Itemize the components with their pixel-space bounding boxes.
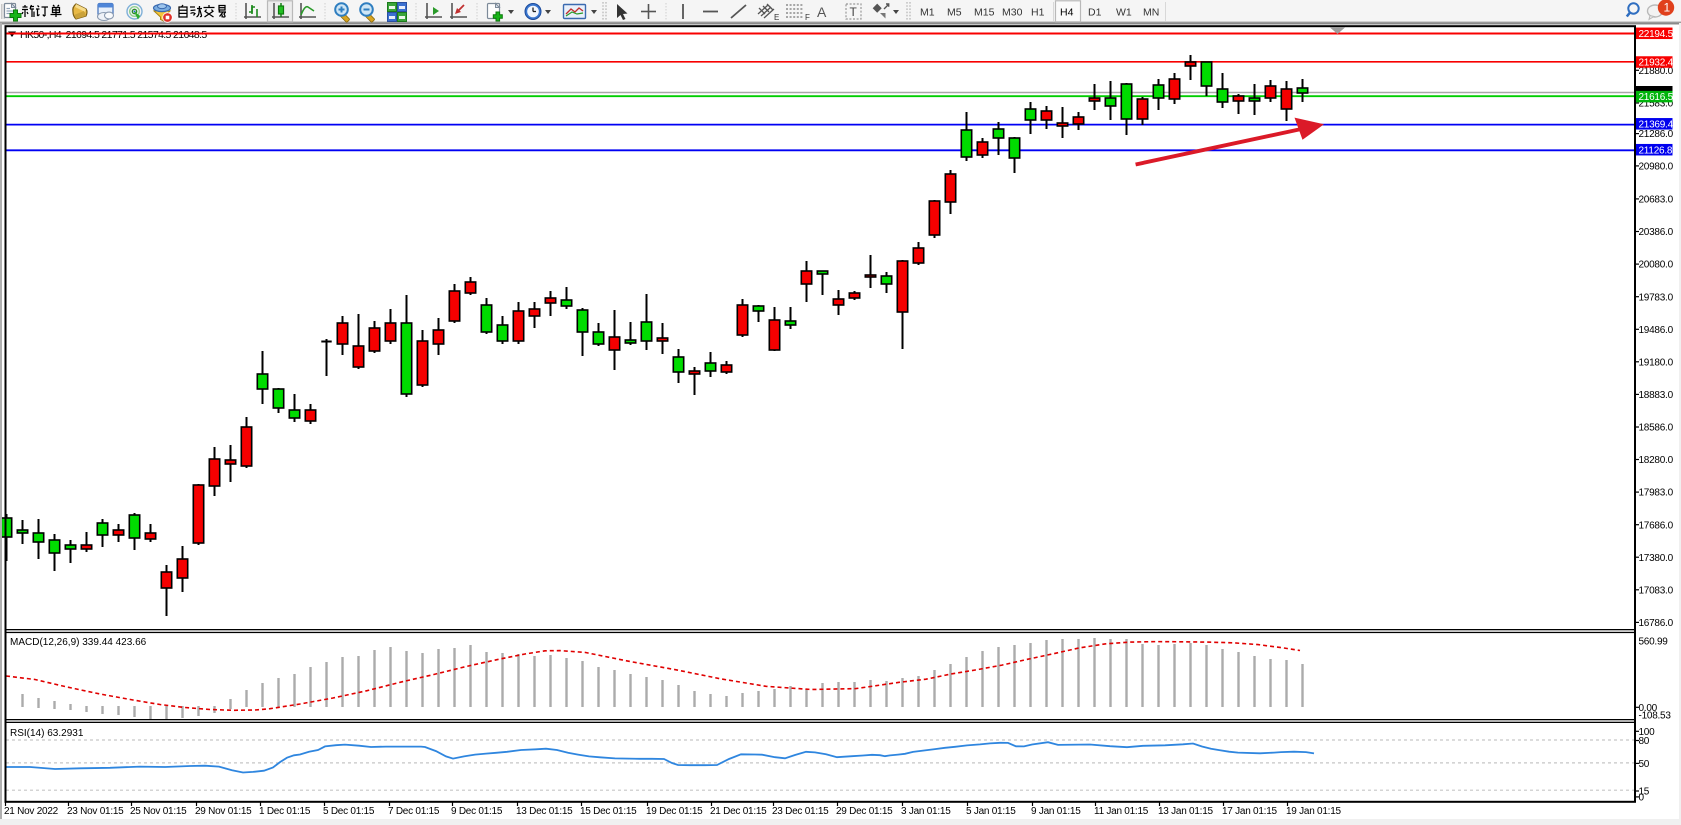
svg-text:25 Nov 01:15: 25 Nov 01:15 [130,806,187,817]
svg-text:M5: M5 [947,7,962,19]
svg-text:21 Dec 01:15: 21 Dec 01:15 [710,806,767,817]
svg-text:18280.0: 18280.0 [1639,455,1674,466]
svg-text:17083.0: 17083.0 [1639,585,1674,596]
svg-text:9 Dec 01:15: 9 Dec 01:15 [451,806,503,817]
svg-text:19180.0: 19180.0 [1639,357,1674,368]
svg-text:23 Dec 01:15: 23 Dec 01:15 [772,806,829,817]
svg-text:7 Dec 01:15: 7 Dec 01:15 [388,806,440,817]
svg-text:1: 1 [1664,1,1671,15]
svg-text:15 Dec 01:15: 15 Dec 01:15 [580,806,637,817]
svg-text:0: 0 [1639,793,1645,804]
svg-text:-108.53: -108.53 [1639,710,1672,721]
svg-text:18586.0: 18586.0 [1639,423,1674,434]
svg-text:H1: H1 [1031,7,1045,19]
svg-text:A: A [817,4,827,20]
svg-text:13 Jan 01:15: 13 Jan 01:15 [1158,806,1214,817]
svg-text:11 Jan 01:15: 11 Jan 01:15 [1094,806,1149,817]
svg-text:HK50-,H4 21694.5 21771.5 2157: HK50-,H4 21694.5 21771.5 21574.5 21648.5 [20,29,207,41]
svg-text:5 Jan 01:15: 5 Jan 01:15 [966,806,1016,817]
svg-text:0.00: 0.00 [1639,703,1658,714]
svg-text:17686.0: 17686.0 [1639,520,1674,531]
svg-text:13 Dec 01:15: 13 Dec 01:15 [516,806,573,817]
svg-text:M1: M1 [920,7,935,19]
svg-text:20980.0: 20980.0 [1639,162,1674,173]
svg-text:29 Dec 01:15: 29 Dec 01:15 [836,806,893,817]
svg-text:17983.0: 17983.0 [1639,488,1674,499]
svg-text:MN: MN [1143,7,1159,19]
svg-text:H4: H4 [1060,7,1074,19]
svg-text:19 Jan 01:15: 19 Jan 01:15 [1286,806,1342,817]
svg-text:15: 15 [1639,787,1650,798]
svg-text:23 Nov 01:15: 23 Nov 01:15 [67,806,124,817]
svg-text:RSI(14) 63.2931: RSI(14) 63.2931 [10,728,84,739]
svg-text:E: E [774,13,779,22]
svg-text:21583.0: 21583.0 [1639,99,1674,110]
svg-text:D1: D1 [1088,7,1102,19]
svg-text:17 Jan 01:15: 17 Jan 01:15 [1222,806,1278,817]
svg-text:16786.0: 16786.0 [1639,618,1674,629]
svg-text:19 Dec 01:15: 19 Dec 01:15 [646,806,703,817]
svg-text:MACD(12,26,9) 339.44 423.66: MACD(12,26,9) 339.44 423.66 [10,637,147,648]
svg-text:21286.0: 21286.0 [1639,129,1674,140]
svg-text:1 Dec 01:15: 1 Dec 01:15 [259,806,311,817]
svg-text:21616.5: 21616.5 [1639,92,1674,103]
svg-text:T: T [850,5,858,19]
svg-text:M30: M30 [1002,7,1023,19]
svg-text:18883.0: 18883.0 [1639,390,1674,401]
svg-text:5 Dec 01:15: 5 Dec 01:15 [323,806,375,817]
svg-text:21932.4: 21932.4 [1639,58,1674,69]
svg-text:9 Jan 01:15: 9 Jan 01:15 [1031,806,1081,817]
svg-text:17380.0: 17380.0 [1639,553,1674,564]
svg-text:19783.0: 19783.0 [1639,292,1674,303]
svg-text:21880.0: 21880.0 [1639,66,1674,77]
svg-text:21126.8: 21126.8 [1639,145,1673,156]
svg-text:21369.4: 21369.4 [1639,119,1674,130]
svg-text:29 Nov 01:15: 29 Nov 01:15 [195,806,252,817]
svg-text:21 Nov 2022: 21 Nov 2022 [4,806,59,817]
svg-text:F: F [805,13,810,22]
svg-text:M15: M15 [974,7,995,19]
svg-text:100: 100 [1639,727,1656,738]
svg-text:20386.0: 20386.0 [1639,227,1674,238]
svg-text:20683.0: 20683.0 [1639,195,1674,206]
svg-text:3 Jan 01:15: 3 Jan 01:15 [901,806,951,817]
svg-text:560.99: 560.99 [1639,636,1669,647]
svg-text:19486.0: 19486.0 [1639,325,1674,336]
svg-text:22194.5: 22194.5 [1639,29,1674,40]
svg-text:20080.0: 20080.0 [1639,260,1674,271]
svg-text:80: 80 [1639,736,1650,747]
svg-text:50: 50 [1639,759,1650,770]
svg-text:W1: W1 [1116,7,1132,19]
